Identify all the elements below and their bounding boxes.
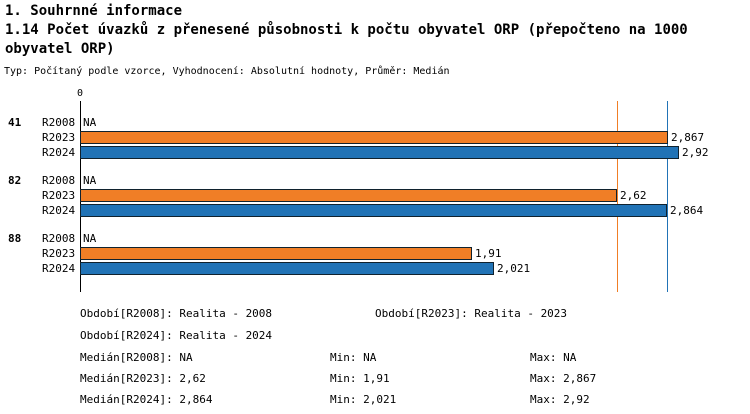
chart-row: R2023 2,867 [0, 130, 750, 145]
chart-title: 1.14 Počet úvazků z přenesené působnosti… [5, 22, 688, 57]
period-label-r2023: Období[R2023]: Realita - 2023 [375, 307, 568, 320]
min-r2024: Min: 2,021 [330, 393, 397, 406]
bar-r2024 [80, 204, 667, 217]
na-label: NA [83, 232, 97, 245]
bar-zone: 2,867 [80, 130, 704, 145]
bar-value-label: 2,62 [620, 189, 647, 202]
bar-r2024 [80, 146, 679, 159]
x-axis-zero-tick: 0 [77, 88, 84, 99]
group-label: 41 [8, 116, 22, 129]
bar-zone: NA [80, 231, 96, 246]
bar-zone: 2,62 [80, 188, 647, 203]
group-label: 82 [8, 174, 22, 187]
period-label-r2024: Období[R2024]: Realita - 2024 [80, 329, 273, 342]
median-line-r2023 [617, 101, 618, 292]
chart-group: 41 R2008 NA R2023 2,867 R2024 2,92 [0, 115, 750, 160]
bar-zone: 2,92 [80, 145, 709, 160]
bar-r2023 [80, 131, 668, 144]
bar-value-label: 2,021 [497, 262, 531, 275]
chart-row: 41 R2008 NA [0, 115, 750, 130]
max-r2023: Max: 2,867 [530, 372, 597, 385]
chart-group: 88 R2008 NA R2023 1,91 R2024 2,021 [0, 231, 750, 276]
na-label: NA [83, 116, 97, 129]
series-label: R2023 [42, 247, 76, 260]
chart-row: R2024 2,021 [0, 261, 750, 276]
section-heading: 1. Souhrnné informace [5, 3, 183, 19]
series-label: R2024 [42, 204, 76, 217]
period-label-r2008: Období[R2008]: Realita - 2008 [80, 307, 273, 320]
chart-row: R2024 2,92 [0, 145, 750, 160]
series-label: R2023 [42, 131, 76, 144]
chart-row: 88 R2008 NA [0, 231, 750, 246]
series-label: R2024 [42, 262, 76, 275]
median-r2008: Medián[R2008]: NA [80, 351, 193, 364]
bar-zone: NA [80, 115, 96, 130]
bar-value-label: 2,864 [670, 204, 704, 217]
chart-subtitle: Typ: Počítaný podle vzorce, Vyhodnocení:… [4, 66, 450, 77]
bar-zone: 2,864 [80, 203, 703, 218]
chart-row: R2023 1,91 [0, 246, 750, 261]
chart-groups: 41 R2008 NA R2023 2,867 R2024 2,92 82 R2008 NA R20… [0, 115, 750, 289]
chart-row: R2023 2,62 [0, 188, 750, 203]
bar-zone: NA [80, 173, 96, 188]
na-label: NA [83, 174, 97, 187]
chart-group: 82 R2008 NA R2023 2,62 R2024 2,864 [0, 173, 750, 218]
bar-r2023 [80, 189, 617, 202]
bar-value-label: 2,92 [682, 146, 709, 159]
chart-row: 82 R2008 NA [0, 173, 750, 188]
median-r2023: Medián[R2023]: 2,62 [80, 372, 206, 385]
bar-value-label: 1,91 [475, 247, 502, 260]
min-r2008: Min: NA [330, 351, 377, 364]
series-label: R2023 [42, 189, 76, 202]
max-r2024: Max: 2,92 [530, 393, 590, 406]
group-label: 88 [8, 232, 22, 245]
bar-r2024 [80, 262, 494, 275]
series-label: R2008 [42, 116, 76, 129]
series-label: R2008 [42, 232, 76, 245]
bar-chart: 0 41 R2008 NA R2023 2,867 R2024 2,92 82 R2008 NA R… [0, 88, 750, 294]
bar-r2023 [80, 247, 472, 260]
median-line-r2024 [667, 101, 668, 292]
series-label: R2024 [42, 146, 76, 159]
max-r2008: Max: NA [530, 351, 577, 364]
bar-zone: 1,91 [80, 246, 502, 261]
median-r2024: Medián[R2024]: 2,864 [80, 393, 213, 406]
bar-value-label: 2,867 [671, 131, 705, 144]
series-label: R2008 [42, 174, 76, 187]
min-r2023: Min: 1,91 [330, 372, 390, 385]
chart-row: R2024 2,864 [0, 203, 750, 218]
bar-zone: 2,021 [80, 261, 530, 276]
